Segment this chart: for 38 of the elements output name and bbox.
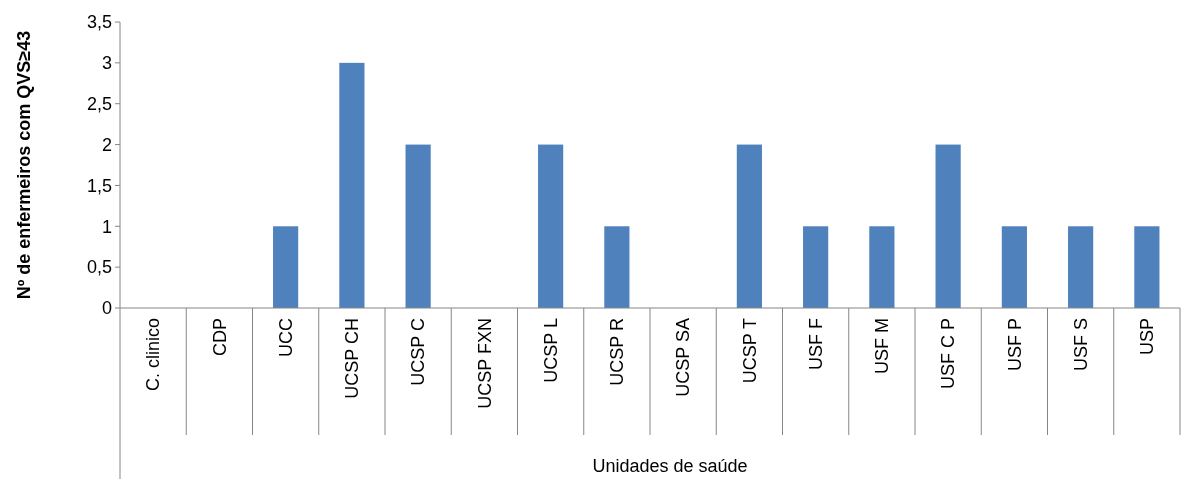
- bar: [273, 226, 299, 308]
- x-tick-label: USF S: [1070, 318, 1091, 372]
- bar: [1001, 226, 1027, 308]
- bar: [1134, 226, 1160, 308]
- x-tick-label: UCSP T: [739, 318, 760, 384]
- y-tick-label: 0: [101, 298, 112, 319]
- bar: [935, 144, 961, 308]
- bar: [803, 226, 829, 308]
- x-tick-label: UCSP R: [607, 318, 628, 386]
- bar: [869, 226, 895, 308]
- x-tick-label: CDP: [209, 318, 230, 357]
- y-tick-label: 1,5: [86, 175, 112, 196]
- x-tick-label: USF P: [1004, 318, 1025, 372]
- bar: [405, 144, 431, 308]
- x-axis-title: Unidades de saúde: [592, 456, 748, 476]
- bar: [1068, 226, 1094, 308]
- x-tick-label: USP: [1137, 318, 1158, 356]
- x-tick-label: C. clinico: [143, 318, 164, 392]
- y-tick-label: 1: [101, 216, 112, 237]
- x-tick-label: USF M: [872, 318, 893, 374]
- bar: [736, 144, 762, 308]
- bar: [604, 226, 630, 308]
- y-tick-label: 2,5: [86, 94, 112, 115]
- x-tick-label: UCSP FXN: [474, 318, 495, 409]
- y-tick-label: 3,5: [86, 12, 112, 33]
- x-tick-label: USF F: [805, 318, 826, 370]
- x-tick-label: UCSP CH: [342, 318, 363, 399]
- y-axis-title: Nº de enfermeiros com QVS≥43: [14, 30, 34, 300]
- x-tick-label: UCSP C: [408, 318, 429, 386]
- x-tick-label: UCC: [275, 318, 296, 357]
- y-tick-label: 2: [101, 134, 112, 155]
- bar: [538, 144, 564, 308]
- y-tick-label: 0,5: [86, 257, 112, 278]
- x-tick-label: UCSP SA: [673, 318, 694, 397]
- bar: [339, 62, 365, 308]
- x-tick-label: USF C P: [938, 318, 959, 390]
- x-tick-label: UCSP L: [540, 318, 561, 383]
- y-tick-label: 3: [101, 53, 112, 74]
